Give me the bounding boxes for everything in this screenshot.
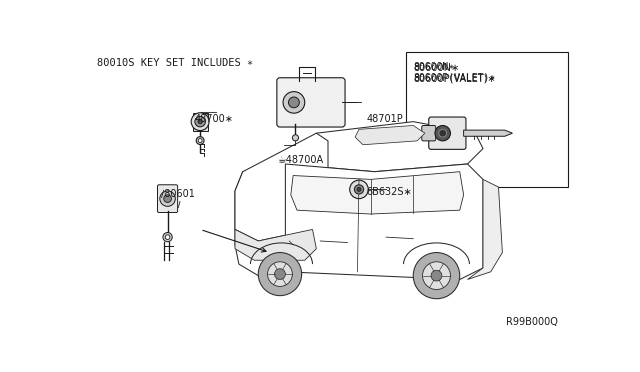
Polygon shape: [463, 130, 513, 136]
Text: 80600N∗: 80600N∗: [413, 62, 454, 71]
Circle shape: [422, 262, 451, 289]
Text: 6B632S∗: 6B632S∗: [367, 187, 412, 197]
Polygon shape: [235, 164, 285, 276]
Circle shape: [413, 253, 460, 299]
Circle shape: [283, 92, 305, 113]
Circle shape: [289, 97, 300, 108]
Text: 48701P: 48701P: [367, 114, 403, 124]
FancyBboxPatch shape: [422, 125, 436, 141]
Polygon shape: [355, 125, 425, 145]
Text: 80600N∗: 80600N∗: [413, 63, 460, 73]
Circle shape: [435, 125, 451, 141]
Circle shape: [160, 191, 175, 206]
Bar: [406, 52, 568, 187]
Polygon shape: [285, 122, 483, 172]
Circle shape: [163, 232, 172, 242]
Circle shape: [439, 129, 447, 137]
Bar: [193, 113, 207, 131]
Circle shape: [431, 270, 442, 281]
Circle shape: [198, 139, 202, 142]
Circle shape: [196, 137, 204, 144]
FancyBboxPatch shape: [157, 185, 178, 212]
Text: 80010S KEY SET INCLUDES ∗: 80010S KEY SET INCLUDES ∗: [97, 58, 253, 68]
Polygon shape: [235, 230, 316, 260]
Circle shape: [165, 235, 170, 240]
Polygon shape: [235, 133, 328, 241]
Circle shape: [357, 187, 361, 191]
Polygon shape: [285, 164, 483, 279]
FancyBboxPatch shape: [429, 117, 466, 150]
Circle shape: [164, 195, 172, 202]
Circle shape: [198, 119, 202, 124]
FancyBboxPatch shape: [277, 78, 345, 127]
Text: 48700∗: 48700∗: [195, 114, 234, 124]
Polygon shape: [291, 172, 463, 214]
Text: ☕48700A: ☕48700A: [278, 155, 324, 165]
Circle shape: [349, 180, 368, 199]
Circle shape: [292, 135, 298, 141]
Circle shape: [195, 116, 205, 127]
Circle shape: [191, 113, 209, 131]
Circle shape: [275, 269, 285, 279]
Circle shape: [355, 185, 364, 194]
Polygon shape: [467, 179, 502, 279]
Circle shape: [259, 253, 301, 296]
Text: 80600P(VALET)∗: 80600P(VALET)∗: [413, 73, 495, 82]
Text: R99B000Q: R99B000Q: [506, 317, 558, 327]
Text: 80600P(VALET)∗: 80600P(VALET)∗: [413, 74, 496, 84]
Circle shape: [268, 262, 292, 286]
Text: ∕80601: ∕80601: [161, 188, 195, 198]
